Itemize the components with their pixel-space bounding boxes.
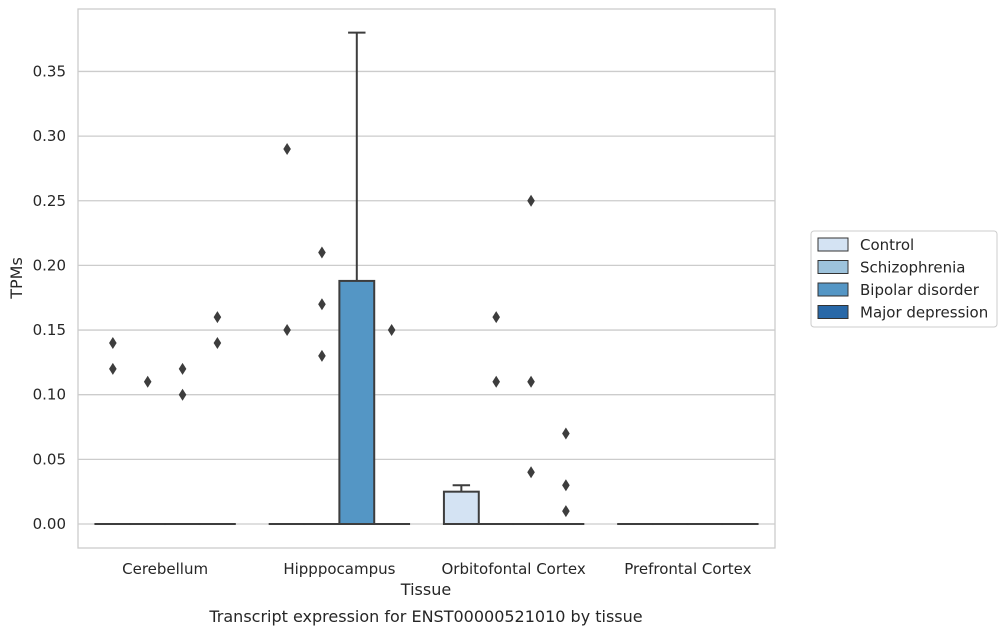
outlier-point (562, 479, 570, 492)
outlier-point (109, 362, 117, 375)
legend-swatch (817, 305, 849, 319)
box (338, 279, 376, 525)
box-groups (94, 31, 759, 526)
box-group (198, 311, 236, 526)
outlier-point (492, 375, 500, 388)
outlier-point (387, 324, 396, 337)
legend-swatch (817, 237, 849, 252)
box-group (338, 31, 376, 525)
outlier-point (492, 311, 500, 324)
y-axis-label: TPMs (7, 257, 26, 300)
outlier-point (178, 388, 187, 401)
box-group (547, 427, 585, 526)
chart-caption: Transcript expression for ENST0000052101… (208, 607, 642, 626)
x-tick-labels: Cerebellum Hipppocampus Orbitofontal Corte… (122, 560, 751, 578)
outlier-point (527, 466, 535, 479)
x-tick-label: Orbitofontal Cortex (442, 560, 586, 578)
outlier-point (143, 375, 152, 388)
outlier-point (213, 311, 222, 324)
legend-label: Bipolar disorder (860, 281, 980, 299)
grid-lines (78, 70, 775, 525)
legend: Control Schizophrenia Bipolar disorder Majo… (810, 230, 998, 328)
outlier-point (527, 194, 535, 207)
legend-label: Major depression (860, 304, 988, 322)
plot-frame (77, 8, 776, 549)
box (442, 490, 480, 525)
legend-swatch (817, 260, 849, 274)
outlier-point (562, 427, 570, 440)
outlier-point (283, 324, 291, 337)
outlier-point (213, 336, 222, 349)
box-group (94, 336, 132, 526)
x-axis-label: Tissue (400, 580, 451, 599)
outlier-point (527, 375, 535, 388)
outlier-point (178, 362, 187, 375)
y-tick-label: 0.30 (33, 127, 66, 145)
plot-area (78, 9, 775, 548)
box-group (373, 324, 411, 526)
y-tick-labels: 0.00 0.05 0.10 0.15 0.20 0.25 0.30 0.35 (33, 62, 66, 533)
y-tick-label: 0.05 (33, 450, 66, 468)
legend-swatch (817, 282, 849, 297)
y-tick-label: 0.25 (33, 192, 66, 210)
x-tick-label: Hipppocampus (283, 560, 395, 578)
box-group (442, 484, 480, 525)
outlier-point (283, 143, 291, 156)
x-tick-label: Prefrontal Cortex (624, 560, 751, 578)
outlier-point (318, 246, 326, 259)
y-tick-label: 0.20 (33, 256, 66, 274)
outlier-point (562, 505, 570, 518)
outlier-point (109, 336, 117, 349)
y-tick-label: 0.10 (33, 386, 66, 404)
outlier-point (318, 298, 326, 311)
legend-label: Control (860, 236, 914, 254)
y-tick-label: 0.00 (33, 515, 66, 533)
y-tick-label: 0.15 (33, 321, 66, 339)
legend-label: Schizophrenia (860, 259, 965, 277)
legend-frame (810, 230, 998, 328)
outlier-point (318, 349, 326, 362)
x-tick-label: Cerebellum (122, 560, 208, 578)
y-tick-label: 0.35 (33, 62, 66, 80)
